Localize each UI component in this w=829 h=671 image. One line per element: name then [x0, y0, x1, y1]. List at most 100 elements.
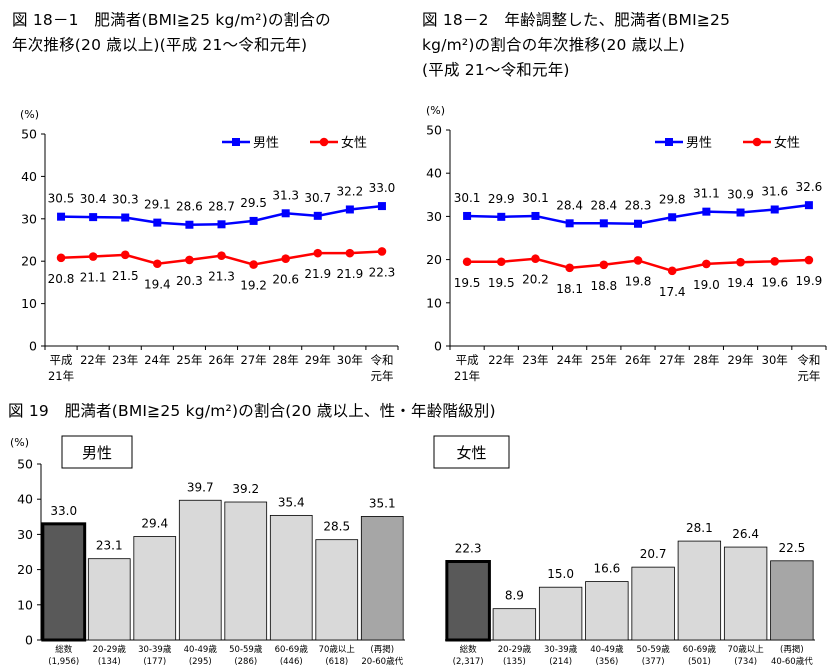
data-label: 17.4: [659, 285, 686, 299]
data-label: 20.3: [176, 274, 203, 288]
x-tick-label: 元年: [370, 369, 393, 383]
data-point-female: [667, 266, 677, 276]
figure-18-1-title-line: 図 18－1 肥満者(BMI≧25 kg/m²)の割合の: [12, 11, 331, 29]
data-point-female: [702, 259, 711, 269]
data-label: 19.0: [693, 278, 720, 292]
y-tick-label: 20: [426, 252, 442, 267]
x-tick-label: 平成: [456, 353, 479, 367]
data-label: 8.9: [505, 589, 524, 603]
data-point-female: [770, 257, 780, 266]
bar-female: [538, 586, 583, 641]
data-point-female: [281, 254, 290, 263]
data-label: 35.4: [278, 495, 305, 509]
data-label: 29.8: [659, 192, 686, 206]
figure-19-title-line: 図 19 肥満者(BMI≧25 kg/m²)の割合(20 歳以上、性・年齢階級別…: [8, 402, 496, 420]
data-label: 26.4: [732, 527, 759, 541]
x-tick-label: 50-59歳: [229, 644, 263, 655]
bar-female: [677, 540, 722, 641]
data-label: 32.2: [337, 184, 364, 198]
x-tick-label: 23年: [522, 353, 548, 367]
data-label: 18.8: [590, 279, 617, 293]
x-tick-label: (再掲): [370, 644, 394, 655]
figure-19-bar-chart: (%) 0 10 20 30 40 50 男性 33.0 総数 (1,956) 23.1 20-29歳 (…: [10, 435, 815, 667]
data-point-female: [153, 259, 162, 269]
x-tick-label: 22年: [488, 353, 514, 367]
data-label: 18.1: [556, 282, 583, 296]
data-label: 30.3: [112, 193, 139, 207]
data-point-male: [345, 205, 354, 214]
x-tick-label: (1,956): [48, 657, 79, 667]
x-tick-label: 40-49歳: [184, 644, 218, 655]
data-point-male: [634, 219, 642, 228]
x-tick-label: (再掲): [780, 644, 804, 655]
x-tick-label: 21年: [454, 369, 480, 383]
x-tick-label: 60-69歳: [275, 644, 309, 655]
bar-female: [492, 608, 537, 641]
data-label: 20.2: [522, 273, 549, 287]
data-label: 21.9: [337, 267, 364, 281]
x-tick-label: 20-29歳: [93, 644, 127, 655]
data-label: 31.1: [693, 187, 720, 201]
bar-female: [445, 560, 491, 642]
x-tick-label: (134): [98, 657, 121, 667]
figure-18-2-line-chart: (%) 0 10 20 30 40 50 平成 21年 22年 23年 24年 25年 26年 27年 28年…: [426, 104, 827, 383]
data-point-female: [313, 248, 323, 258]
bar-male: [41, 522, 87, 642]
data-label: 19.5: [454, 276, 481, 290]
data-point-male: [249, 216, 258, 225]
x-tick-label: 25年: [591, 353, 617, 367]
data-point-female: [56, 253, 66, 263]
legend-label: 男性: [253, 136, 279, 151]
data-point-female: [736, 257, 745, 267]
x-tick-label: 23年: [112, 353, 138, 367]
figure-18-2-title-line: kg/m²)の割合の年次推移(20 歳以上): [422, 36, 686, 54]
y-tick-label: 30: [17, 527, 33, 542]
x-tick-label: (501): [688, 657, 711, 667]
data-label: 30.1: [522, 191, 549, 205]
data-point-female: [462, 257, 472, 267]
data-label: 21.9: [304, 267, 331, 281]
data-label: 20.6: [272, 273, 299, 287]
figure-18-1-title: 図 18－1 肥満者(BMI≧25 kg/m²)の割合の 年次推移(20 歳以上…: [12, 8, 331, 58]
x-tick-label: 70歳以上: [319, 644, 356, 655]
y-tick-label: 30: [21, 211, 37, 226]
x-tick-label: 令和: [370, 353, 393, 367]
x-tick-label: (135): [503, 657, 526, 667]
bar-male: [133, 536, 177, 641]
data-label: 19.2: [240, 279, 267, 293]
data-point-female: [531, 254, 540, 264]
data-label: 39.7: [187, 480, 214, 494]
x-tick-label: 総数: [460, 644, 478, 655]
x-tick-label: 平成: [50, 353, 73, 367]
y-tick-label: 20: [21, 254, 37, 269]
data-point-male: [599, 219, 608, 228]
bar-male: [87, 558, 131, 641]
x-tick-label: 22年: [80, 353, 106, 367]
data-label: 33.0: [50, 504, 77, 518]
x-tick-label: 40-49歳: [590, 644, 624, 655]
data-label: 29.1: [144, 198, 171, 212]
y-tick-label: 40: [426, 166, 442, 181]
y-tick-label: 30: [426, 209, 442, 224]
bar-female: [723, 546, 768, 641]
legend-label: 男性: [686, 136, 712, 151]
x-tick-label: 30年: [762, 353, 788, 367]
data-point-female: [377, 247, 387, 256]
y-tick-label: 50: [426, 123, 442, 138]
x-tick-label: (295): [189, 657, 212, 667]
bar-male: [315, 539, 359, 641]
bar-female: [585, 581, 629, 641]
bar-male: [360, 516, 404, 641]
data-label: 19.9: [796, 274, 823, 288]
data-label: 33.0: [369, 181, 396, 195]
data-label: 23.1: [96, 539, 123, 553]
data-label: 30.7: [304, 191, 331, 205]
x-tick-label: 50-59歳: [637, 644, 671, 655]
legend-marker: [752, 137, 762, 147]
bar-female: [631, 566, 675, 641]
x-tick-label: 70歳以上: [727, 644, 764, 655]
y-tick-label: 0: [434, 339, 442, 354]
data-point-male: [89, 213, 98, 222]
panel-label-box-male: [61, 435, 133, 469]
legend-label: 女性: [774, 135, 800, 151]
